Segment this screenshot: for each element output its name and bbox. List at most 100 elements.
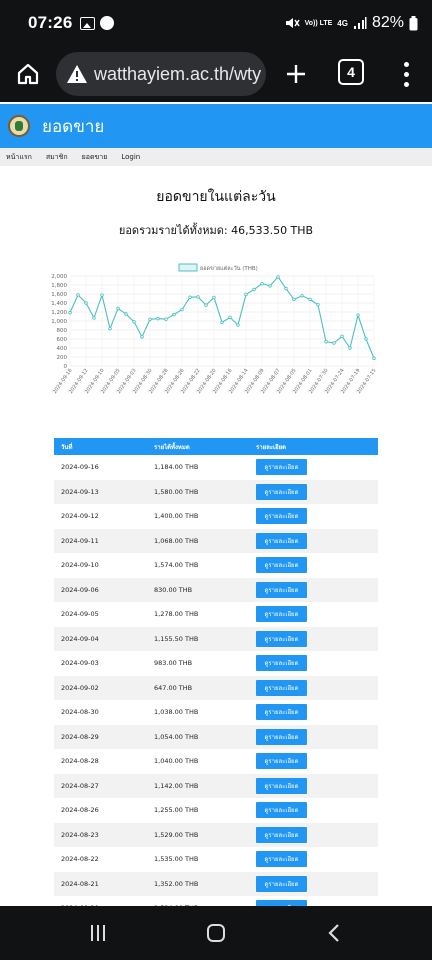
row-amount: 830.00 THB (154, 585, 193, 594)
data-point (92, 316, 96, 320)
total-revenue: ยอดรวมรายได้ทั้งหมด: 46,533.50 THB (118, 224, 314, 237)
school-logo[interactable] (8, 115, 30, 137)
row-details-cell: ดูรายละเอียด (256, 459, 378, 476)
header-amount: รายได้ทั้งหมด (154, 443, 190, 451)
row-amount: 983.00 THB (154, 659, 193, 668)
view-details-button[interactable]: ดูรายละเอียด (256, 581, 307, 598)
data-point (124, 312, 128, 316)
data-point (284, 286, 288, 291)
row-details-cell: ดูรายละเอียด (256, 753, 378, 770)
tab-switcher-button[interactable]: 4 (338, 59, 364, 85)
view-details-button[interactable]: ดูรายละเอียด (256, 532, 307, 549)
table-row: 2024-09-02 647.00 THB ดูรายละเอียด (54, 675, 378, 700)
view-details-button[interactable]: ดูรายละเอียด (256, 753, 307, 770)
data-point (356, 313, 360, 317)
line-chart-svg: ยอดขายแต่ละวัน (THB) 0 200 400 600 800 1,000 1,… (51, 263, 378, 395)
view-details-button[interactable]: ดูรายละเอียด (256, 728, 307, 745)
status-time: 07:26 (28, 13, 73, 32)
system-home-button[interactable] (207, 924, 225, 942)
nav-item-login[interactable]: Login (121, 153, 141, 161)
browser-toolbar: watthayiem.ac.th/wty 4 (0, 46, 432, 102)
data-point (260, 281, 264, 286)
row-details-cell: ดูรายละเอียด (256, 875, 378, 892)
data-point (348, 346, 352, 350)
not-secure-warning-icon (67, 65, 87, 83)
view-details-button[interactable]: ดูรายละเอียด (256, 777, 307, 794)
view-details-button[interactable]: ดูรายละเอียด (256, 459, 307, 476)
nav-item-sales[interactable]: ยอดขาย (81, 152, 108, 161)
y-tick-label: 1,000 (51, 319, 67, 325)
status-indicators: Vo)) LTE 4G 82% (284, 14, 418, 32)
row-date: 2024-08-29 (61, 732, 99, 741)
row-date: 2024-09-05 (61, 610, 99, 619)
row-amount: 1,535.00 THB (154, 855, 199, 864)
back-button[interactable] (327, 923, 341, 943)
data-point (332, 341, 336, 345)
view-details-button[interactable]: ดูรายละเอียด (256, 851, 307, 868)
address-bar[interactable]: watthayiem.ac.th/wty (56, 52, 266, 96)
data-point (148, 317, 152, 321)
row-date: 2024-09-06 (61, 585, 99, 594)
data-point (188, 295, 192, 299)
view-details-button[interactable]: ดูรายละเอียด (256, 826, 307, 843)
table-row: 2024-09-10 1,574.00 THB ดูรายละเอียด (54, 553, 378, 578)
row-amount: 1,529.00 THB (154, 830, 199, 839)
row-date: 2024-08-26 (61, 806, 99, 815)
table-row: 2024-09-13 1,580.00 THB ดูรายละเอียด (54, 479, 378, 504)
network-type-label: 4G (337, 18, 348, 28)
home-button[interactable] (0, 46, 56, 102)
view-details-button[interactable]: ดูรายละเอียด (256, 704, 307, 721)
table-row: 2024-09-05 1,278.00 THB ดูรายละเอียด (54, 602, 378, 627)
volte-label: Vo)) LTE (304, 19, 333, 27)
view-details-button[interactable]: ดูรายละเอียด (256, 875, 307, 892)
gallery-notification-icon (80, 16, 96, 30)
row-date: 2024-09-11 (61, 536, 99, 545)
battery-percent: 82% (371, 14, 404, 31)
row-amount: 1,054.00 THB (154, 732, 199, 741)
view-details-button[interactable]: ดูรายละเอียด (256, 606, 307, 623)
data-point (300, 294, 304, 298)
data-point (76, 293, 80, 297)
nav-item-members[interactable]: สมาชิก (45, 152, 68, 161)
recents-bar-icon (103, 925, 105, 941)
table-row: 2024-08-29 1,054.00 THB ดูรายละเอียด (54, 724, 378, 749)
row-date: 2024-09-13 (61, 487, 99, 496)
table-row: 2024-09-12 1,400.00 THB ดูรายละเอียด (54, 504, 378, 529)
data-point (212, 295, 216, 300)
site-title[interactable]: ยอดขาย (42, 116, 105, 137)
row-date: 2024-09-12 (61, 512, 99, 521)
row-details-cell: ดูรายละเอียด (256, 851, 378, 868)
view-details-button[interactable]: ดูรายละเอียด (256, 802, 307, 819)
data-point (132, 320, 136, 324)
row-amount: 647.00 THB (154, 683, 193, 692)
recent-apps-button[interactable] (91, 925, 105, 941)
table-row: 2024-08-22 1,535.00 THB ดูรายละเอียด (54, 847, 378, 872)
row-amount: 1,574.00 THB (154, 561, 199, 570)
menu-dot-icon (403, 71, 409, 77)
view-details-button[interactable]: ดูรายละเอียด (256, 655, 307, 672)
row-amount: 1,040.00 THB (154, 757, 199, 766)
recents-bar-icon (97, 925, 99, 941)
row-details-cell: ดูรายละเอียด (256, 679, 378, 696)
row-amount: 1,184.00 THB (154, 463, 199, 472)
data-point (140, 335, 144, 339)
data-point (68, 311, 72, 315)
view-details-button[interactable]: ดูรายละเอียด (256, 508, 307, 525)
row-date: 2024-08-28 (61, 757, 99, 766)
row-date: 2024-09-10 (61, 561, 99, 570)
overflow-menu-button[interactable] (394, 52, 418, 96)
data-point (324, 339, 328, 344)
menu-dot-icon (403, 61, 409, 67)
view-details-button[interactable]: ดูรายละเอียด (256, 679, 307, 696)
new-tab-button[interactable] (280, 52, 312, 96)
row-amount: 1,155.50 THB (154, 634, 199, 643)
data-point (228, 315, 232, 320)
data-point (372, 356, 376, 361)
row-details-cell: ดูรายละเอียด (256, 581, 378, 598)
row-details-cell: ดูรายละเอียด (256, 483, 378, 500)
row-details-cell: ดูรายละเอียด (256, 802, 378, 819)
view-details-button[interactable]: ดูรายละเอียด (256, 557, 307, 574)
view-details-button[interactable]: ดูรายละเอียด (256, 630, 307, 647)
nav-item-home[interactable]: หน้าแรก (6, 152, 32, 161)
view-details-button[interactable]: ดูรายละเอียด (256, 483, 307, 500)
